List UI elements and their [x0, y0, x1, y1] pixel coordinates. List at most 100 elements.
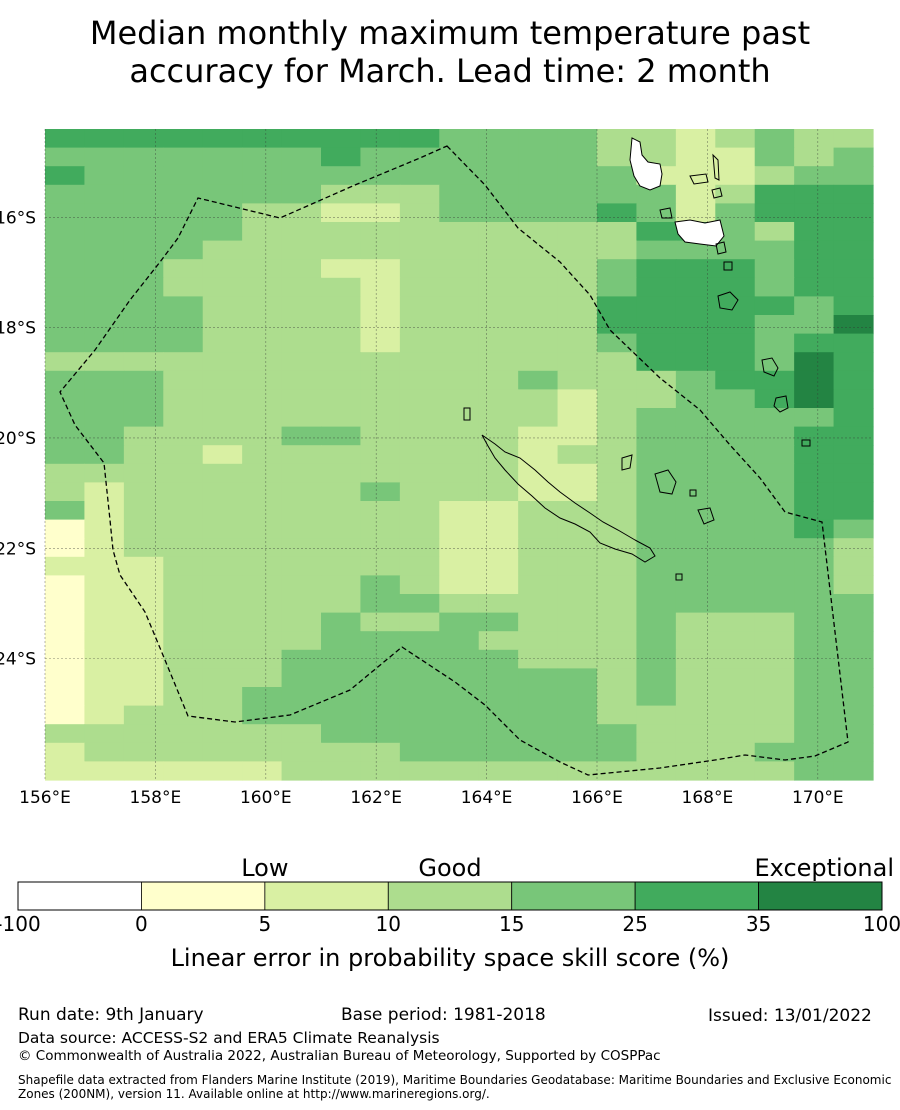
skill-cell: [597, 501, 638, 521]
skill-cell: [242, 184, 283, 204]
skill-cell: [636, 240, 677, 260]
skill-cell: [202, 184, 243, 204]
skill-cell: [794, 203, 835, 223]
skill-cell: [281, 631, 322, 651]
skill-cell: [202, 296, 243, 316]
skill-cell: [675, 649, 716, 669]
skill-cell: [321, 724, 362, 744]
skill-cell: [478, 389, 519, 409]
skill-cell: [123, 259, 164, 279]
skill-cell: [794, 538, 835, 558]
skill-cell: [557, 575, 598, 595]
x-tick-label: 168°E: [682, 788, 734, 808]
skill-cell: [45, 631, 86, 651]
skill-cell: [478, 705, 519, 725]
skill-cell: [794, 184, 835, 204]
skill-cell: [715, 184, 756, 204]
skill-cell: [518, 594, 559, 614]
skill-cell: [360, 184, 401, 204]
skill-cell: [557, 203, 598, 223]
skill-cell: [84, 408, 125, 428]
skill-cell: [478, 649, 519, 669]
skill-cell: [202, 501, 243, 521]
skill-cell: [45, 705, 86, 725]
skill-cell: [399, 445, 440, 465]
skill-cell: [557, 129, 598, 149]
skill-cell: [518, 445, 559, 465]
skill-cell: [478, 352, 519, 372]
skill-cell: [439, 612, 480, 632]
skill-cell: [636, 687, 677, 707]
skill-cell: [478, 315, 519, 335]
skill-cell: [478, 296, 519, 316]
skill-cell: [360, 724, 401, 744]
skill-cell: [715, 538, 756, 558]
x-tick-label: 160°E: [240, 788, 292, 808]
skill-cell: [84, 333, 125, 353]
skill-cell: [281, 594, 322, 614]
skill-cell: [399, 296, 440, 316]
skill-cell: [557, 612, 598, 632]
skill-cell: [557, 259, 598, 279]
skill-cell: [84, 445, 125, 465]
skill-cell: [833, 742, 874, 762]
skill-cell: [754, 129, 795, 149]
skill-cell: [557, 166, 598, 186]
skill-cell: [478, 668, 519, 688]
skill-cell: [833, 705, 874, 725]
skill-cell: [833, 631, 874, 651]
skill-cell: [399, 556, 440, 576]
x-axis-ticks: 156°E 158°E 160°E 162°E 164°E 166°E 168°E 170°E: [19, 788, 844, 808]
issued-date: Issued: 13/01/2022: [708, 1006, 872, 1026]
skill-cell: [281, 333, 322, 353]
colorbar-swatch: [758, 881, 883, 911]
skill-cell: [754, 761, 795, 781]
skill-cell: [321, 705, 362, 725]
skill-cell: [715, 519, 756, 539]
skill-cell: [597, 612, 638, 632]
skill-cell: [715, 668, 756, 688]
skill-cell: [597, 482, 638, 502]
y-tick-label: 22°S: [0, 539, 36, 559]
skill-cell: [202, 705, 243, 725]
skill-cell: [439, 203, 480, 223]
skill-cell: [715, 240, 756, 260]
skill-cell: [478, 222, 519, 242]
skill-cell: [281, 352, 322, 372]
skill-cell: [399, 333, 440, 353]
skill-cell: [833, 724, 874, 744]
skill-cell: [321, 538, 362, 558]
skill-cell: [597, 631, 638, 651]
skill-cell: [794, 259, 835, 279]
skill-cell: [833, 166, 874, 186]
skill-cell: [715, 277, 756, 297]
skill-cell: [321, 408, 362, 428]
skill-cell: [45, 315, 86, 335]
skill-cell: [518, 649, 559, 669]
skill-cell: [557, 222, 598, 242]
skill-cell: [321, 594, 362, 614]
skill-cell: [518, 147, 559, 167]
skill-cell: [123, 203, 164, 223]
skill-cell: [754, 166, 795, 186]
skill-cell: [636, 389, 677, 409]
skill-cell: [281, 445, 322, 465]
skill-cell: [281, 612, 322, 632]
skill-cell: [84, 519, 125, 539]
skill-cell: [439, 240, 480, 260]
skill-cell: [833, 408, 874, 428]
skill-cell: [242, 240, 283, 260]
skill-cell: [715, 761, 756, 781]
skill-cell: [478, 203, 519, 223]
skill-cell: [557, 370, 598, 390]
skill-cell: [281, 519, 322, 539]
skill-cell: [45, 203, 86, 223]
skill-cell: [478, 612, 519, 632]
skill-cell: [675, 296, 716, 316]
skill-cell: [45, 389, 86, 409]
skill-cell: [242, 296, 283, 316]
skill-cell: [675, 259, 716, 279]
skill-cell: [518, 203, 559, 223]
skill-cell: [754, 426, 795, 446]
skill-cell: [675, 129, 716, 149]
